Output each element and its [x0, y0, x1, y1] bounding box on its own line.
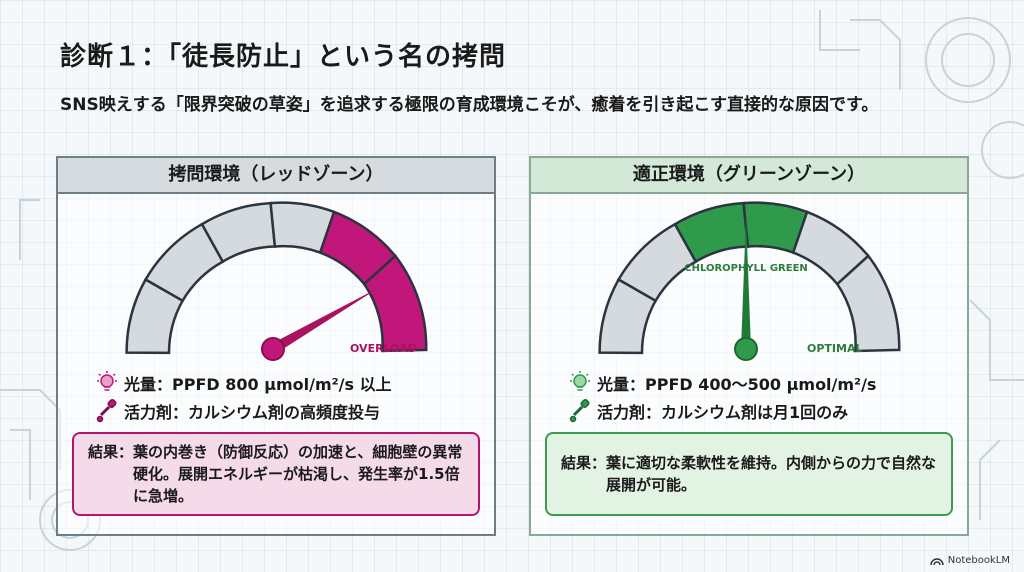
brand-footer: NotebookLM: [930, 555, 1010, 566]
tonic-label: 活力剤：: [124, 403, 189, 422]
gauge-hub: [734, 337, 758, 361]
page-subtitle: SNS映えする「限界突破の草姿」を追求する極限の育成環境こそが、癒着を引き起こす…: [60, 95, 879, 115]
gauge-segment: [835, 254, 901, 353]
red-gauge: OVERLOAD: [125, 201, 428, 361]
red-zone-header: 拷問環境（レッドゾーン）: [58, 158, 494, 194]
dropper-icon: [569, 398, 590, 423]
dropper-icon: [96, 398, 117, 423]
notebooklm-logo-icon: [930, 557, 944, 565]
gauge-label-optimal: OPTIMAL: [807, 342, 862, 355]
green-gauge: CHLOROPHYLL GREEN OPTIMAL: [598, 201, 901, 361]
tonic-value: カルシウム剤の高頻度投与: [188, 403, 381, 422]
tonic-value: カルシウム剤は月1回のみ: [661, 403, 849, 422]
tonic-info-row: 活力剤： カルシウム剤の高頻度投与: [96, 398, 380, 424]
light-info-row: 光量： PPFD 800 µmol/m²/s 以上: [96, 370, 392, 396]
light-label: 光量：: [597, 375, 646, 394]
light-info-row: 光量： PPFD 400〜500 µmol/m²/s: [569, 370, 876, 396]
result-text: 葉の内巻き（防御反応）の加速と、細胞壁の異常硬化。展開エネルギーが枯渇し、発生率…: [133, 443, 463, 505]
red-zone-panel: 拷問環境（レッドゾーン） OVERLOAD 光量： PPFD 800 µmol/…: [56, 156, 496, 536]
red-result-box: 結果： 葉の内巻き（防御反応）の加速と、細胞壁の異常硬化。展開エネルギーが枯渇し…: [72, 432, 480, 516]
lightbulb-icon: [97, 371, 117, 391]
light-value: PPFD 800 µmol/m²/s 以上: [172, 375, 392, 394]
result-label: 結果：: [88, 443, 134, 461]
gauge-needle: [270, 287, 380, 354]
green-zone-header: 適正環境（グリーンゾーン）: [531, 158, 967, 194]
result-label: 結果：: [561, 454, 607, 472]
gauge-needle: [741, 216, 751, 349]
gauge-overload-segment: [362, 254, 428, 353]
light-value: PPFD 400〜500 µmol/m²/s: [645, 375, 877, 394]
green-result-box: 結果： 葉に適切な柔軟性を維持。内側からの力で自然な展開が可能。: [545, 432, 953, 516]
gauge-hub: [261, 337, 285, 361]
result-text: 葉に適切な柔軟性を維持。内側からの力で自然な展開が可能。: [606, 454, 937, 494]
tonic-label: 活力剤：: [597, 403, 662, 422]
lightbulb-icon: [570, 371, 590, 391]
brand-label: NotebookLM: [947, 555, 1010, 566]
tonic-info-row: 活力剤： カルシウム剤は月1回のみ: [569, 398, 848, 424]
page-title: 診断１：「徒長防止」という名の拷問: [60, 42, 507, 72]
gauge-label-overload: OVERLOAD: [350, 342, 417, 355]
green-zone-panel: 適正環境（グリーンゾーン） CHLOROPHYLL GREEN OPTIMAL …: [529, 156, 969, 536]
light-label: 光量：: [124, 375, 173, 394]
